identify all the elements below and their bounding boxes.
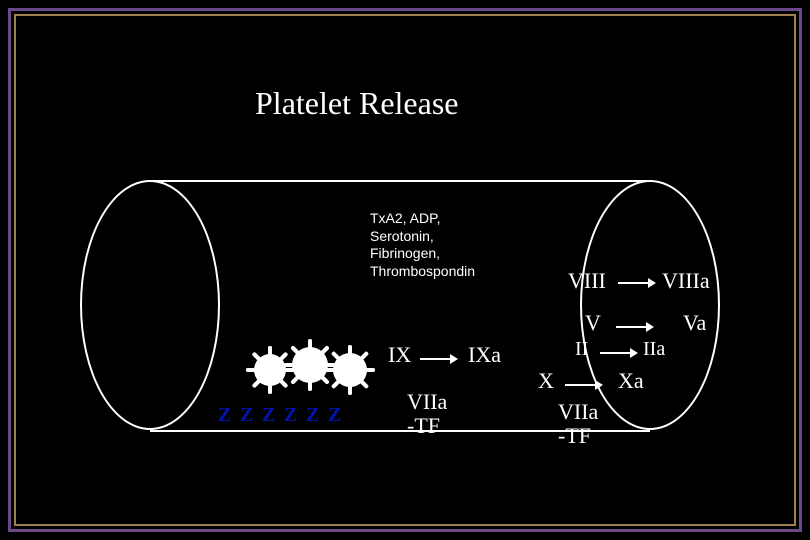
subendothelial-mark: Z (240, 404, 253, 427)
slide-title: Platelet Release (255, 85, 458, 122)
factor-ii: II (575, 338, 588, 361)
factor-xa: Xa (618, 368, 644, 394)
arrow-4 (565, 380, 603, 390)
arrow-0 (618, 278, 656, 288)
factor-va: Va (683, 310, 706, 336)
arrow-3 (420, 354, 458, 364)
factor-x: X (538, 368, 554, 394)
subendothelial-mark: Z (218, 404, 231, 427)
factor-viii: VIII (568, 268, 606, 294)
subendothelial-mark: Z (328, 404, 341, 427)
released-substances-label: TxA2, ADP, Serotonin, Fibrinogen, Thromb… (370, 210, 475, 280)
arrow-1 (616, 322, 654, 332)
factor-ixa: IXa (468, 342, 501, 368)
subendothelial-mark: Z (262, 404, 275, 427)
factor-viiatf2: VIIa -TF (558, 400, 598, 448)
subendothelial-mark: Z (306, 404, 319, 427)
vessel-left-end (80, 180, 220, 430)
vessel-top-wall (150, 180, 650, 182)
factor-ix: IX (388, 342, 411, 368)
arrow-2 (600, 348, 638, 358)
subendothelial-mark: Z (284, 404, 297, 427)
factor-iia: IIa (643, 338, 665, 361)
factor-v: V (585, 310, 601, 336)
factor-viiia: VIIIa (662, 268, 710, 294)
vessel-right-end (580, 180, 720, 430)
factor-viiatf1: VIIa -TF (407, 390, 447, 438)
